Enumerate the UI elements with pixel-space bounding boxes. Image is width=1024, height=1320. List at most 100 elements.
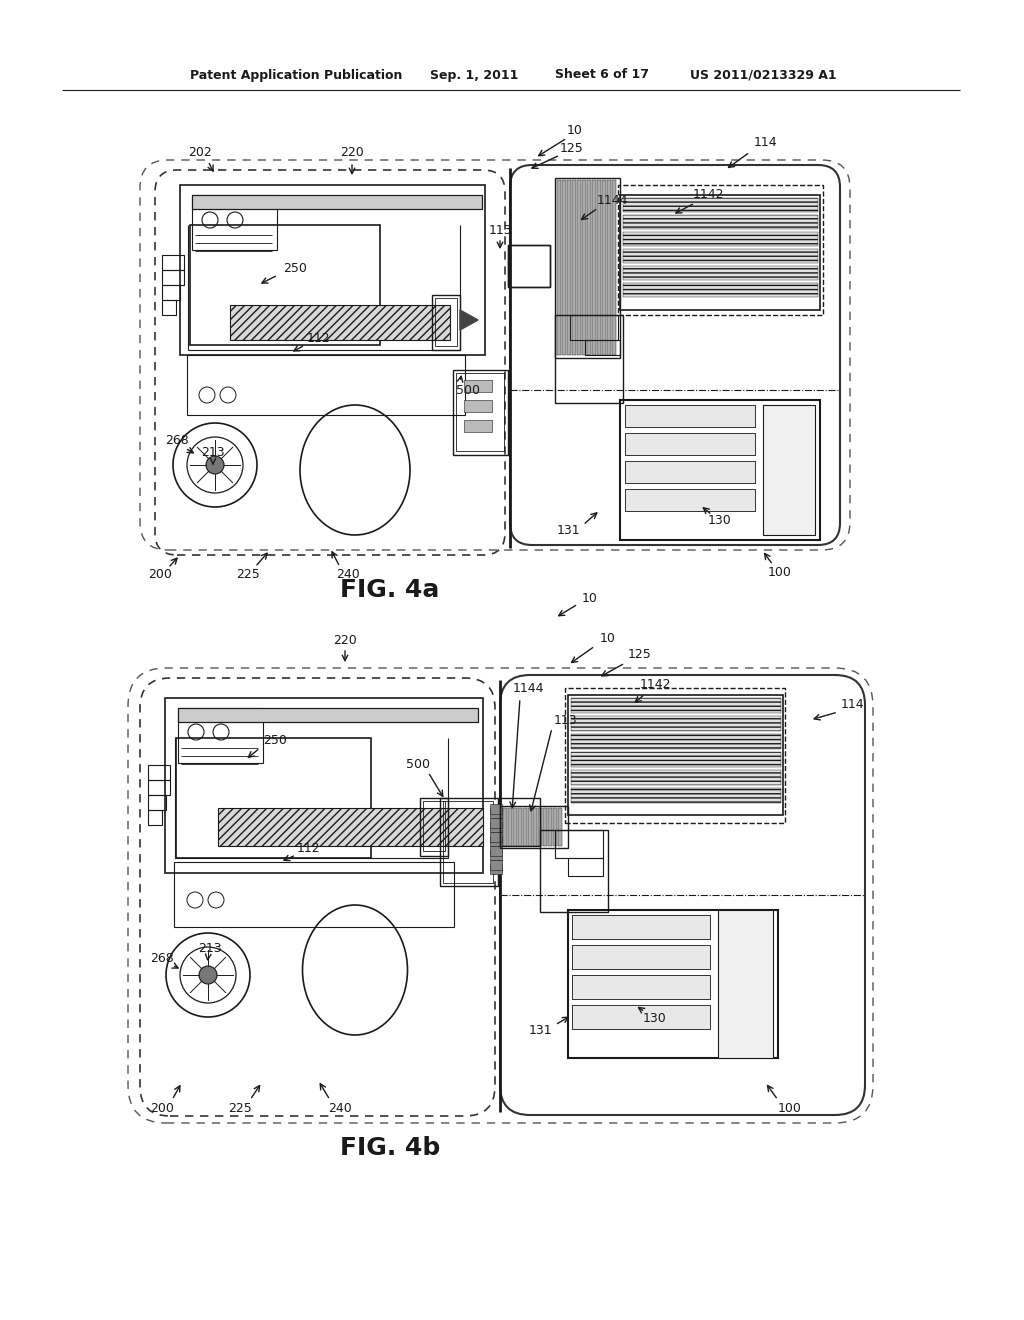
Bar [572,975,710,999]
Bar [618,185,823,315]
Text: 130: 130 [643,1011,667,1024]
Bar [490,836,502,846]
Text: 213: 213 [199,941,222,954]
Bar [538,808,542,846]
Bar [176,738,371,858]
Text: 268: 268 [165,433,188,446]
Bar [503,808,507,846]
Bar [625,461,755,483]
Bar [572,945,710,969]
Bar [500,799,540,846]
Bar [193,195,278,249]
Bar [490,832,502,842]
Bar [623,267,818,280]
Text: 130: 130 [709,513,732,527]
Bar [623,249,818,263]
Text: 240: 240 [328,1101,352,1114]
Bar [568,858,603,876]
Bar [162,300,176,315]
Text: 1142: 1142 [639,678,671,692]
Bar [607,180,611,355]
Bar [218,808,483,846]
Bar [464,420,492,432]
Bar [625,461,755,483]
Text: FIG. 4a: FIG. 4a [340,578,439,602]
Bar [571,752,781,767]
Bar [180,185,485,355]
Text: US 2011/0213329 A1: US 2011/0213329 A1 [690,69,837,82]
Text: 268: 268 [151,952,174,965]
Bar [620,400,820,540]
Text: 112: 112 [306,331,330,345]
Bar [193,195,482,209]
Text: Sep. 1, 2011: Sep. 1, 2011 [430,69,518,82]
Bar [592,180,596,355]
Circle shape [206,455,224,474]
Bar [572,975,710,999]
Text: 113: 113 [553,714,577,726]
Bar [571,788,781,803]
Bar [572,945,710,969]
Bar [553,808,557,846]
Bar [597,180,601,355]
Bar [453,370,508,455]
Text: 114: 114 [840,698,864,711]
Bar [456,374,504,451]
Bar [190,224,380,345]
Text: Sheet 6 of 17: Sheet 6 of 17 [555,69,649,82]
Text: 500: 500 [406,759,430,771]
Bar [620,195,820,310]
Bar [178,708,263,763]
Text: 250: 250 [263,734,287,747]
Bar [534,808,537,846]
Text: 113: 113 [488,223,512,236]
Bar [570,315,618,341]
Bar [571,734,781,748]
Circle shape [199,966,217,983]
Bar [625,405,755,426]
Bar [464,380,492,392]
Bar [557,180,561,355]
Bar [623,198,818,213]
Bar [623,282,818,297]
Bar [571,770,781,785]
Bar [162,285,180,300]
Text: 250: 250 [283,261,307,275]
Bar [572,1005,710,1030]
Text: 112: 112 [296,842,319,854]
Text: 225: 225 [237,569,260,582]
Bar [440,799,498,886]
Text: 1142: 1142 [692,189,724,202]
Bar [490,865,502,874]
Text: 200: 200 [148,569,172,582]
Bar [623,232,818,246]
Bar [540,830,608,912]
Bar [571,715,781,731]
Bar [625,433,755,455]
Bar [490,822,502,832]
Text: 131: 131 [528,1023,552,1036]
Bar [572,1005,710,1030]
Bar [420,799,449,855]
Bar [543,808,547,846]
Text: 100: 100 [768,565,792,578]
Bar [508,246,550,286]
Bar [178,708,478,722]
Bar [625,488,755,511]
Bar [178,708,478,722]
Text: 125: 125 [560,141,584,154]
Bar [435,298,457,346]
Bar [582,180,586,355]
Bar [567,180,571,355]
Bar [572,915,710,939]
Bar [148,780,170,795]
Bar [623,215,818,228]
Bar [548,808,552,846]
Bar [577,180,581,355]
Bar [562,180,566,355]
Bar [568,696,783,814]
Bar [555,178,620,358]
Bar [508,808,512,846]
Text: 220: 220 [333,634,357,647]
Text: 200: 200 [151,1101,174,1114]
